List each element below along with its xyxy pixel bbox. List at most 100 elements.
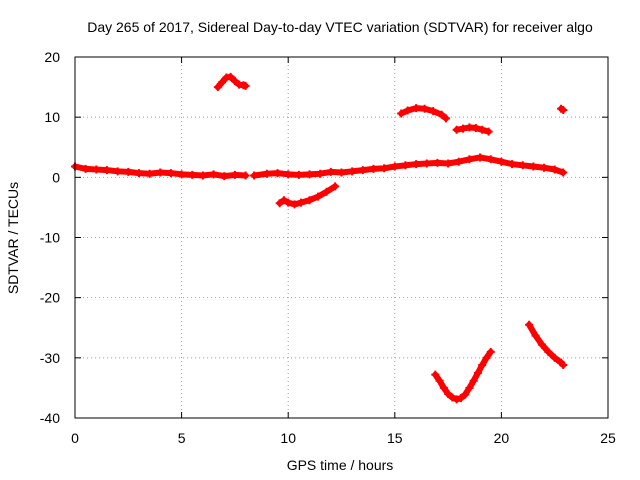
- data-point: [296, 198, 305, 207]
- data-point: [465, 155, 474, 164]
- data-point: [241, 81, 250, 90]
- data-point: [262, 169, 271, 178]
- y-tick-label: -10: [40, 230, 60, 246]
- series-arc-18h-high: [452, 123, 493, 136]
- data-point: [226, 72, 235, 81]
- x-axis-label: GPS time / hours: [287, 457, 394, 473]
- axis-ticks: 0 5 10 15 20 25 -40 -30 -20 -10 0 10 20: [40, 49, 616, 446]
- data-point: [213, 83, 222, 92]
- data-point: [559, 105, 568, 114]
- y-tick-label: -40: [40, 410, 60, 426]
- data-point: [444, 159, 453, 168]
- plot-area: [71, 72, 568, 404]
- data-point: [284, 198, 293, 207]
- x-tick-label: 10: [280, 430, 296, 446]
- data-point: [435, 376, 444, 385]
- series-trace: [432, 348, 494, 403]
- data-point: [92, 165, 101, 174]
- plot-frame: [74, 56, 609, 419]
- data-point: [156, 168, 165, 177]
- data-point: [220, 172, 229, 181]
- data-point: [476, 153, 485, 162]
- data-point: [459, 124, 468, 133]
- data-point: [486, 155, 495, 164]
- data-point: [102, 166, 111, 175]
- data-point: [559, 168, 568, 177]
- data-point: [537, 340, 546, 349]
- x-tick-label: 5: [178, 430, 186, 446]
- data-point: [290, 200, 299, 209]
- y-tick-label: 10: [44, 109, 60, 125]
- series-arc-main-2: [250, 153, 568, 180]
- series-arc-22h-descending: [525, 320, 568, 370]
- data-point: [279, 196, 288, 205]
- grid: [75, 57, 608, 418]
- data-point: [390, 162, 399, 171]
- data-point: [422, 159, 431, 168]
- data-point: [437, 110, 446, 119]
- data-point: [448, 393, 457, 402]
- x-tick-label: 25: [600, 430, 616, 446]
- data-point: [412, 160, 421, 169]
- data-point: [230, 170, 239, 179]
- data-point: [484, 127, 493, 136]
- data-point: [540, 163, 549, 172]
- data-point: [461, 390, 470, 399]
- data-point: [497, 157, 506, 166]
- data-point: [81, 164, 90, 173]
- data-point: [420, 104, 429, 113]
- series-trace: [251, 154, 567, 179]
- data-point: [145, 169, 154, 178]
- data-point: [241, 171, 250, 180]
- data-point: [177, 170, 186, 179]
- series-arc-7h-high: [213, 72, 250, 92]
- data-point: [471, 123, 480, 132]
- data-point: [452, 125, 461, 134]
- x-tick-label: 0: [71, 430, 79, 446]
- data-point: [322, 187, 331, 196]
- series-arc-23h-point: [557, 104, 568, 114]
- y-axis-label: SDTVAR / TECUs: [5, 182, 21, 294]
- data-point: [478, 125, 487, 134]
- data-point: [188, 170, 197, 179]
- data-point: [166, 169, 175, 178]
- y-tick-label: -30: [40, 350, 60, 366]
- data-point: [284, 170, 293, 179]
- data-point: [397, 109, 406, 118]
- data-point: [369, 164, 378, 173]
- data-point: [348, 167, 357, 176]
- data-point: [326, 167, 335, 176]
- data-point: [478, 361, 487, 370]
- data-point: [465, 383, 474, 392]
- data-point: [305, 196, 314, 205]
- data-point: [439, 383, 448, 392]
- data-point: [508, 160, 517, 169]
- data-point: [531, 331, 540, 340]
- data-point: [198, 171, 207, 180]
- data-point: [380, 164, 389, 173]
- data-point: [486, 347, 495, 356]
- data-point: [550, 353, 559, 362]
- data-point: [275, 199, 284, 208]
- series-arc-10h-negative: [275, 182, 340, 209]
- data-point: [454, 157, 463, 166]
- data-point: [218, 78, 227, 87]
- data-point: [452, 395, 461, 404]
- data-point: [469, 376, 478, 385]
- data-point: [209, 170, 218, 179]
- data-point: [337, 168, 346, 177]
- data-point: [113, 167, 122, 176]
- chart-title: Day 265 of 2017, Sidereal Day-to-day VTE…: [87, 19, 593, 35]
- x-tick-label: 15: [387, 430, 403, 446]
- data-point: [358, 166, 367, 175]
- data-point: [294, 170, 303, 179]
- data-point: [441, 114, 450, 123]
- data-point: [550, 165, 559, 174]
- data-point: [230, 77, 239, 86]
- data-point: [403, 106, 412, 115]
- series-trace: [526, 321, 567, 369]
- data-point: [429, 107, 438, 116]
- data-point: [305, 170, 314, 179]
- series-arc-main-1: [71, 162, 250, 181]
